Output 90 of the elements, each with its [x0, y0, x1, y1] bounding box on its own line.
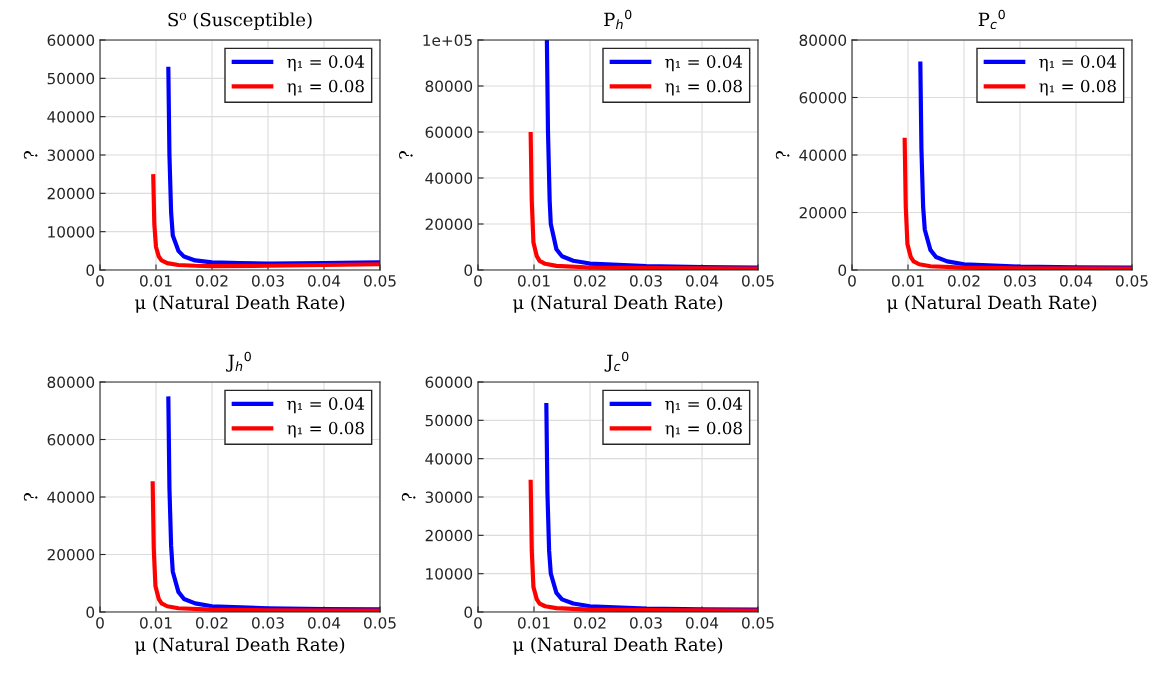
x-tick-label: 0.02: [196, 275, 228, 287]
y-axis-title: ?: [23, 151, 38, 159]
y-tick-label: 40000: [425, 453, 473, 465]
y-tick-label: 20000: [47, 548, 95, 561]
y-tick-label: 0: [464, 264, 473, 277]
x-tick-label: 0.05: [742, 617, 774, 629]
x-axis-title: μ (Natural Death Rate): [887, 295, 1097, 313]
y-axis-title: ?: [775, 151, 790, 159]
legend-label: η₁ = 0.04: [287, 397, 365, 414]
x-tick-label: 0.05: [364, 617, 396, 629]
legend-label: η₁ = 0.08: [287, 421, 364, 438]
line-series: [902, 135, 1132, 270]
y-tick-label: 80000: [425, 80, 473, 93]
x-tick-label: 0.03: [630, 617, 662, 629]
x-tick-label: 0.02: [196, 617, 228, 629]
y-tick-label: 0: [464, 606, 473, 619]
y-tick-label: 60000: [425, 376, 473, 389]
y-tick-label: 30000: [425, 491, 473, 504]
y-tick-label: 40000: [47, 111, 95, 123]
y-axis-title: ?: [23, 493, 38, 501]
y-tick-label: 10000: [426, 568, 473, 580]
x-tick-label: 0: [474, 275, 482, 287]
legend-label: η₁ = 0.04: [665, 397, 743, 414]
chart-title: S⁰ (Susceptible): [168, 12, 312, 30]
x-tick-label: 0: [474, 617, 482, 629]
x-tick-label: 0.05: [742, 275, 774, 287]
y-tick-label: 80000: [799, 34, 847, 47]
x-tick-label: 0: [96, 275, 104, 287]
x-tick-label: 0.01: [892, 275, 924, 287]
y-tick-label: 50000: [47, 72, 95, 85]
y-tick-label: 20000: [47, 187, 95, 200]
y-tick-label: 80000: [47, 376, 95, 389]
x-tick-label: 0.01: [518, 617, 550, 629]
legend-label: η₁ = 0.08: [665, 79, 742, 96]
x-tick-label: 0.03: [630, 275, 662, 287]
x-tick-label: 0.01: [140, 617, 172, 629]
legend-label: η₁ = 0.04: [665, 55, 743, 72]
x-tick-label: 0.05: [1116, 275, 1148, 287]
y-tick-label: 20000: [425, 529, 473, 542]
x-tick-label: 0.05: [364, 275, 396, 287]
line-series: [150, 479, 380, 612]
chart-title: J$_{c}$$^{0}$: [604, 351, 629, 372]
x-tick-label: 0.03: [1004, 275, 1036, 287]
x-tick-label: 0.04: [686, 617, 719, 629]
x-tick-label: 0.01: [140, 275, 172, 287]
y-tick-label: 1e+05: [423, 34, 472, 47]
legend-label: η₁ = 0.08: [1039, 79, 1116, 96]
legend-label: η₁ = 0.04: [1039, 55, 1117, 72]
y-tick-label: 60000: [47, 433, 95, 446]
x-tick-label: 0.02: [948, 275, 980, 287]
x-axis-title: μ (Natural Death Rate): [135, 295, 345, 313]
x-tick-label: 0.01: [518, 275, 550, 287]
y-tick-label: 40000: [425, 172, 473, 185]
y-tick-label: 40000: [47, 491, 95, 504]
y-tick-label: 60000: [47, 34, 95, 47]
y-tick-label: 0: [86, 606, 95, 619]
x-tick-label: 0.02: [574, 275, 606, 287]
line-series: [151, 172, 380, 269]
legend-label: η₁ = 0.08: [287, 79, 364, 96]
x-axis-title: μ (Natural Death Rate): [513, 637, 723, 655]
chart-title: P$_{h}$$^{0}$: [604, 9, 632, 29]
x-tick-label: 0: [96, 617, 104, 629]
x-tick-label: 0.04: [686, 275, 719, 287]
y-axis-title: ?: [399, 151, 413, 159]
y-tick-label: 40000: [799, 149, 847, 162]
x-tick-label: 0.03: [252, 617, 284, 629]
x-tick-label: 0.04: [308, 617, 341, 629]
x-axis-title: μ (Natural Death Rate): [513, 295, 723, 313]
line-series: [528, 477, 758, 612]
y-tick-label: 60000: [425, 126, 473, 139]
y-tick-label: 20000: [799, 206, 847, 219]
x-tick-label: 0.03: [252, 275, 284, 287]
y-tick-label: 0: [838, 264, 847, 277]
y-axis-title: ?: [401, 493, 416, 501]
x-tick-label: 0.04: [1060, 275, 1093, 287]
x-axis-title: μ (Natural Death Rate): [135, 637, 345, 655]
legend-label: η₁ = 0.08: [665, 421, 742, 438]
y-tick-label: 10000: [48, 226, 95, 238]
y-tick-label: 30000: [47, 149, 95, 162]
legend-label: η₁ = 0.04: [287, 55, 365, 72]
chart-title: J$_{h}$$^{0}$: [226, 351, 251, 372]
y-tick-label: 60000: [799, 91, 847, 104]
line-series: [528, 129, 758, 270]
y-tick-label: 50000: [425, 414, 473, 427]
y-tick-label: 20000: [425, 218, 473, 231]
x-tick-label: 0.04: [308, 275, 341, 287]
chart-title: P$_{c}$$^{0}$: [978, 9, 1005, 30]
x-tick-label: 0: [848, 275, 856, 287]
x-tick-label: 0.02: [574, 617, 606, 629]
y-tick-label: 0: [86, 264, 95, 277]
